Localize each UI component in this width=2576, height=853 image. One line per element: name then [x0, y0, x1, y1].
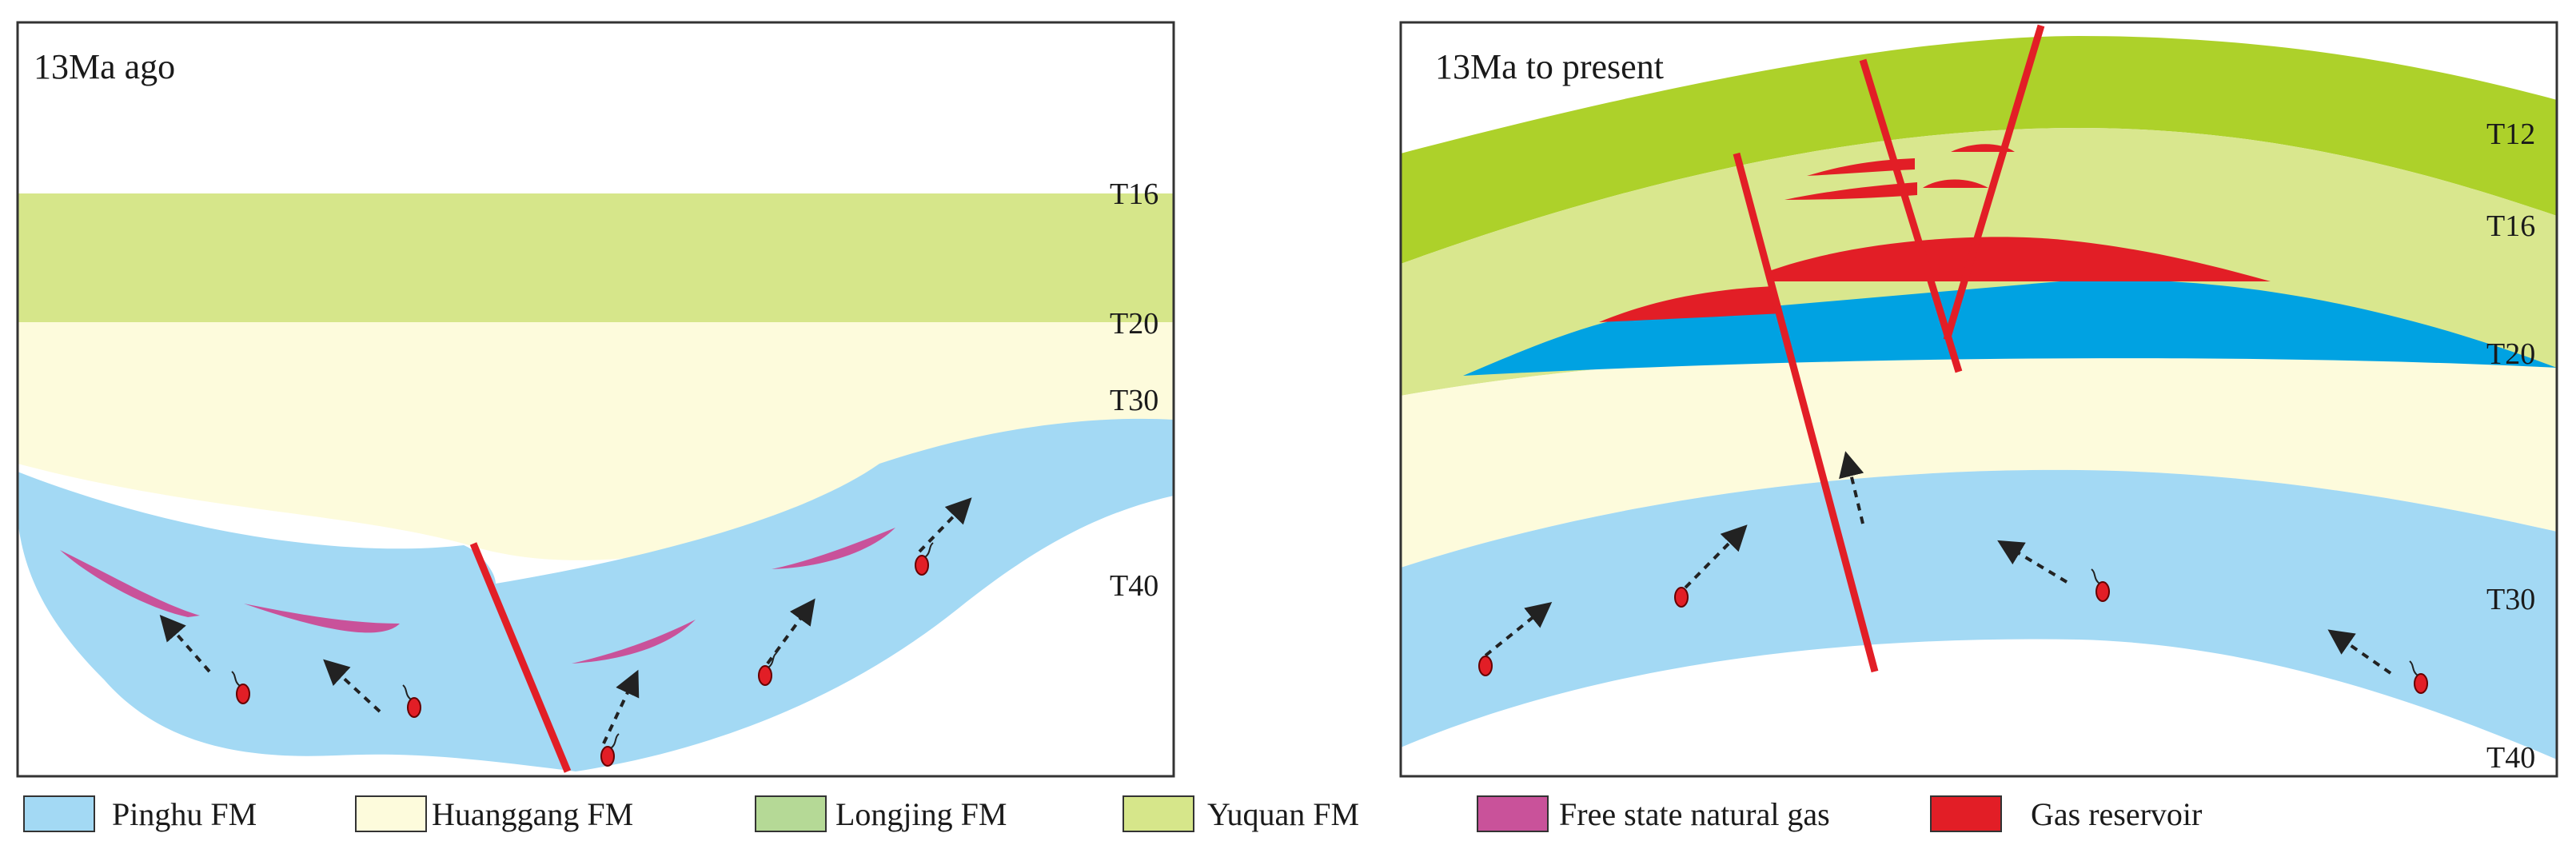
panel-right-frame [1399, 21, 2558, 778]
horizon-label-t20: T20 [2486, 337, 2535, 371]
panel-right-title: 13Ma to present [1435, 47, 1664, 86]
horizon-label-t30: T30 [2486, 583, 2535, 616]
panel-left: 13Ma ago T16 T20 T30 T40 [16, 21, 1175, 778]
legend-item-gas-reservoir: Gas reservoir [1930, 795, 2202, 832]
legend-label: Huanggang FM [432, 796, 633, 832]
migration-arrow [1674, 524, 1748, 608]
panel-left-frame [16, 21, 1175, 778]
fault-line [1859, 58, 1963, 373]
migration-arrow [915, 497, 972, 576]
legend-swatch [355, 795, 427, 832]
legend-item-longjing: Longjing FM [755, 795, 1007, 832]
legend-item-huanggang: Huanggang FM [355, 795, 633, 832]
left-pinghu-layer [18, 418, 1174, 771]
legend-item-pinghu: Pinghu FM [23, 795, 257, 832]
left-huanggang-layer [18, 322, 1174, 560]
horizon-label-t16: T16 [2486, 209, 2535, 243]
migration-arrow [159, 614, 250, 704]
panel-left-title: 13Ma ago [34, 47, 175, 86]
legend-swatch [23, 795, 95, 832]
right-pinghu-layer [1401, 469, 2557, 759]
horizon-label-t12: T12 [2486, 118, 2535, 151]
right-blue-reservoir [1463, 279, 2557, 376]
left-yuquan-layer [18, 193, 1174, 322]
migration-arrow [1839, 451, 1864, 524]
horizon-label-t40: T40 [1110, 569, 1158, 603]
legend-swatch [755, 795, 827, 832]
legend-label: Free state natural gas [1559, 796, 1830, 832]
fault-line [1733, 152, 1879, 673]
legend-label: Yuquan FM [1207, 796, 1359, 832]
horizon-label-t40: T40 [2486, 741, 2535, 775]
legend-label: Gas reservoir [2031, 796, 2202, 832]
gas-reservoir [1784, 182, 1917, 200]
horizon-label-t30: T30 [1110, 384, 1158, 417]
horizon-label-t16: T16 [1110, 177, 1158, 211]
migration-arrow [758, 598, 815, 686]
panel-right: 13Ma to present T12 T16 T20 T30 T40 [1399, 21, 2558, 778]
gas-reservoir [1599, 286, 1783, 322]
gas-reservoir [1767, 237, 2271, 281]
migration-arrow [323, 659, 421, 718]
legend-item-free-gas: Free state natural gas [1477, 795, 1830, 832]
gas-reservoir [1923, 179, 1988, 188]
migration-arrow [600, 669, 640, 767]
fault-line [1943, 24, 2045, 341]
horizon-label-t20: T20 [1110, 307, 1158, 341]
legend: Pinghu FM Huanggang FM Longjing FM Yuqua… [23, 795, 2202, 832]
legend-swatch [1123, 795, 1194, 832]
legend-swatch [1930, 795, 2002, 832]
migration-arrow [2327, 629, 2428, 694]
free-gas-lens [244, 604, 400, 633]
legend-item-yuquan: Yuquan FM [1123, 795, 1359, 832]
legend-label: Pinghu FM [112, 796, 257, 832]
right-huanggang-layer [1401, 352, 2557, 568]
migration-arrow [1997, 540, 2110, 602]
gas-reservoir [1807, 158, 1915, 176]
legend-swatch [1477, 795, 1549, 832]
gas-reservoir [1951, 144, 2015, 152]
migration-arrow [1478, 601, 1553, 676]
fault-line [469, 542, 572, 773]
legend-label: Longjing FM [835, 796, 1007, 832]
right-longjing-layer [1401, 36, 2557, 264]
